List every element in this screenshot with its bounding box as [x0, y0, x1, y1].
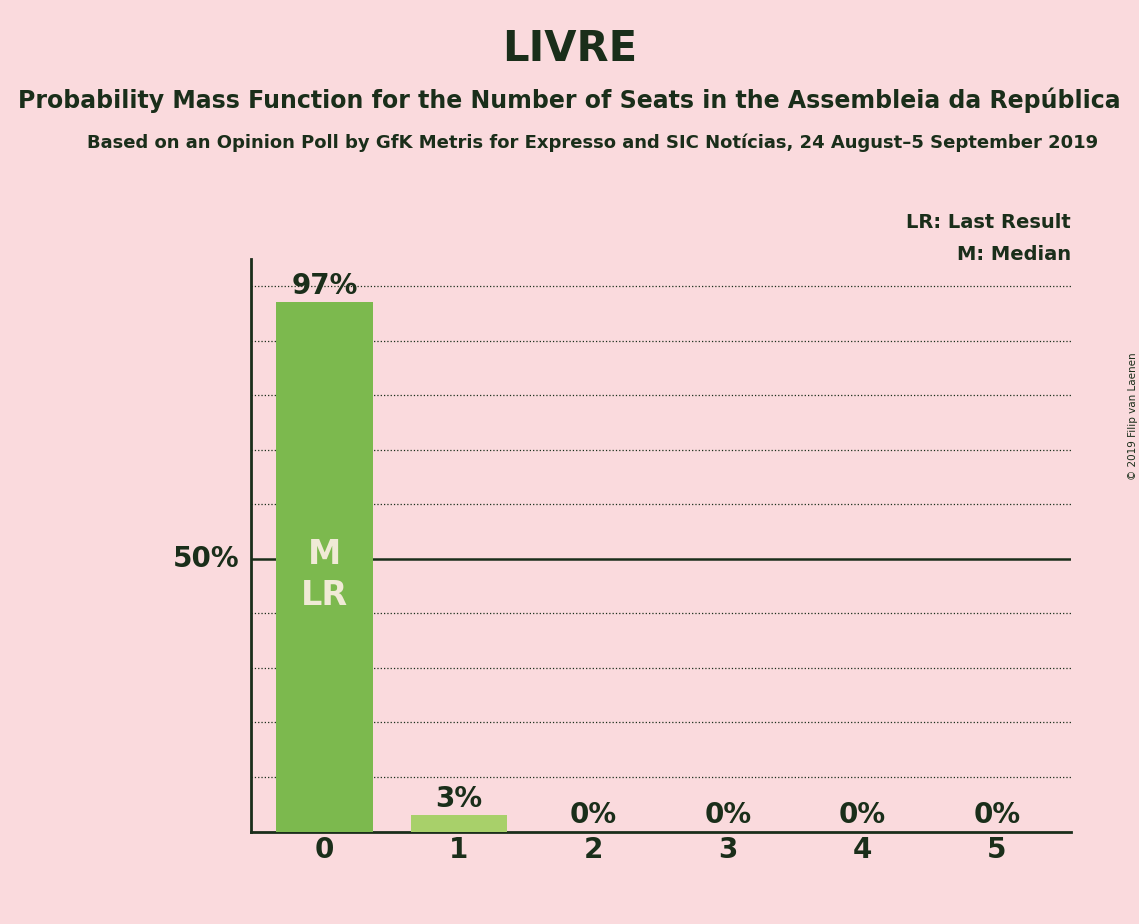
- Text: 97%: 97%: [292, 272, 358, 299]
- Text: M
LR: M LR: [301, 539, 349, 612]
- Text: 0%: 0%: [838, 801, 886, 829]
- Bar: [410, 815, 507, 832]
- Text: M: Median: M: Median: [957, 245, 1071, 264]
- Text: LIVRE: LIVRE: [502, 28, 637, 69]
- Text: Probability Mass Function for the Number of Seats in the Assembleia da República: Probability Mass Function for the Number…: [18, 88, 1121, 114]
- Text: 50%: 50%: [173, 545, 239, 573]
- Text: 0%: 0%: [973, 801, 1021, 829]
- Text: Based on an Opinion Poll by GfK Metris for Expresso and SIC Notícias, 24 August–: Based on an Opinion Poll by GfK Metris f…: [87, 134, 1098, 152]
- Bar: [276, 302, 372, 832]
- Text: © 2019 Filip van Laenen: © 2019 Filip van Laenen: [1129, 352, 1138, 480]
- Text: 0%: 0%: [570, 801, 617, 829]
- Text: 0%: 0%: [704, 801, 752, 829]
- Text: LR: Last Result: LR: Last Result: [906, 213, 1071, 232]
- Text: 3%: 3%: [435, 784, 483, 812]
